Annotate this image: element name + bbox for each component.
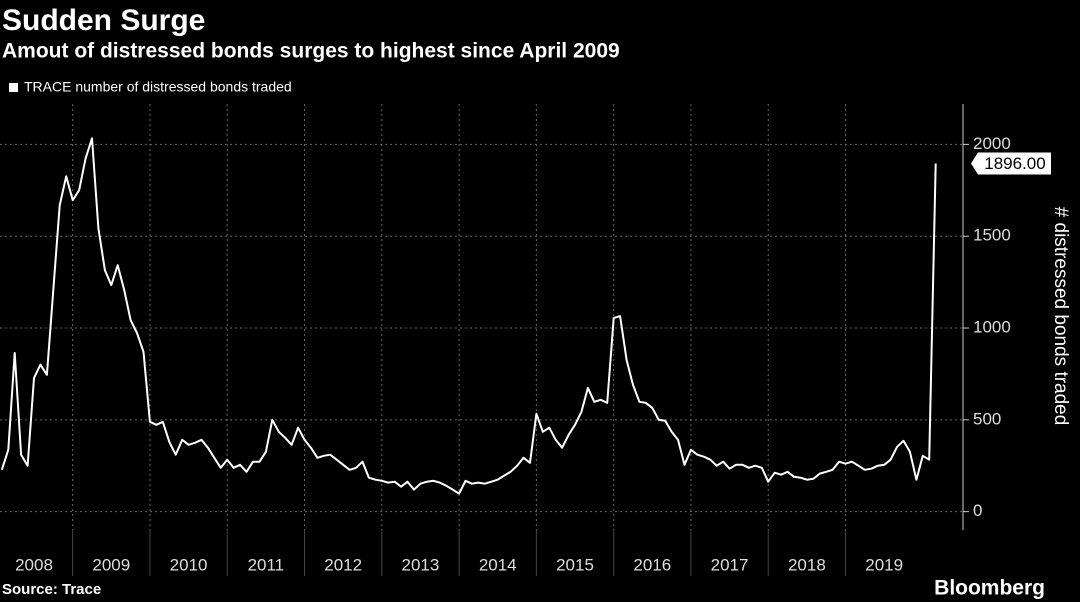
x-tick-label: 2019 [865, 555, 903, 574]
x-tick-label: 2014 [479, 555, 517, 574]
source: Source: Trace [2, 581, 101, 598]
x-tick-label: 2015 [556, 555, 594, 574]
value-label: 1896.00 [984, 154, 1045, 173]
x-tick-label: 2009 [92, 555, 130, 574]
y-tick-label: 0 [973, 501, 982, 520]
x-tick-label: 2016 [633, 555, 671, 574]
x-tick-label: 2010 [170, 555, 208, 574]
chart-title: Sudden Surge [2, 4, 205, 37]
x-tick-label: 2018 [788, 555, 826, 574]
y-axis-label: # distressed bonds traded [1050, 207, 1071, 426]
x-tick-label: 2008 [15, 555, 53, 574]
value-label-box [971, 152, 1051, 175]
x-tick-label: 2012 [324, 555, 362, 574]
y-tick-label: 500 [973, 409, 1001, 428]
x-tick-label: 2013 [402, 555, 440, 574]
x-tick-label: 2011 [248, 555, 285, 574]
y-tick-label: 1000 [973, 318, 1011, 337]
y-tick-label: 2000 [973, 134, 1011, 153]
line [0, 137, 937, 495]
x-tick-label: 2017 [711, 555, 749, 574]
y-tick-label: 1500 [973, 226, 1011, 245]
brand: Bloomberg [934, 577, 1045, 600]
chart-subtitle: Amout of distressed bonds surges to high… [2, 40, 620, 63]
legend-swatch [9, 83, 18, 92]
legend-label: TRACE number of distressed bonds traded [24, 79, 292, 95]
